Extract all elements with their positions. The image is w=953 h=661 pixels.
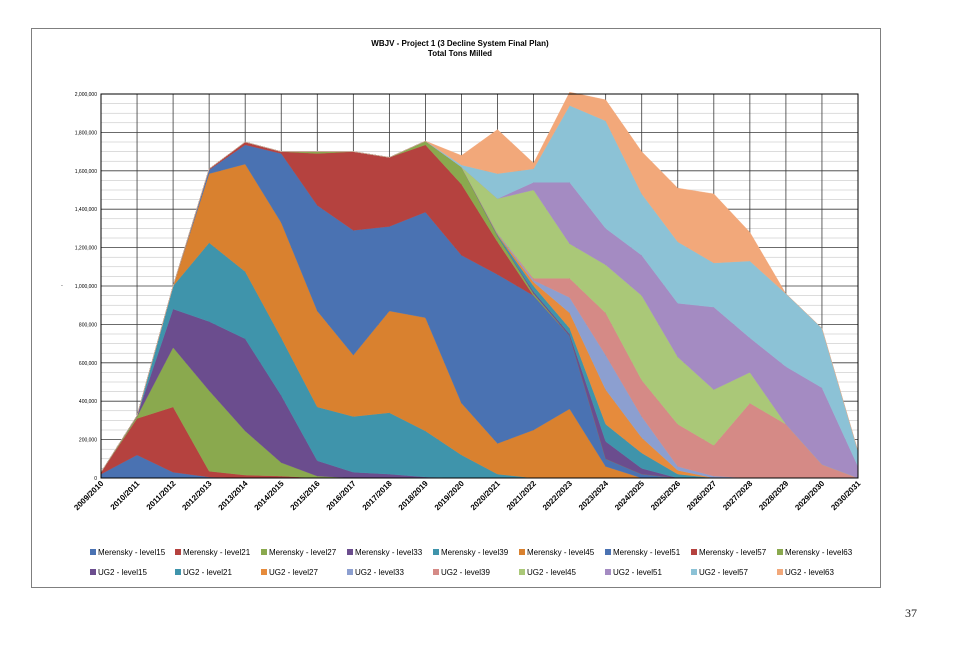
chart-svg: WBJV - Project 1 (3 Decline System Final… — [61, 39, 863, 577]
y-tick-label: 1,200,000 — [75, 246, 97, 252]
legend-label: UG2 - level45 — [527, 568, 576, 577]
x-tick-label: 2026/2027 — [685, 479, 718, 512]
chart-subtitle: Total Tons Milled — [428, 49, 492, 58]
legend-swatch — [90, 549, 96, 555]
legend-label: UG2 - level57 — [699, 568, 748, 577]
y-tick-label: 2,000,000 — [75, 92, 97, 98]
x-tick-label: 2011/2012 — [145, 479, 178, 512]
legend-item: Merensky - level33 — [347, 548, 423, 557]
legend-label: Merensky - level51 — [613, 548, 681, 557]
legend-swatch — [433, 569, 439, 575]
legend-label: UG2 - level63 — [785, 568, 834, 577]
legend-swatch — [175, 549, 181, 555]
x-tick-label: 2009/2010 — [72, 479, 105, 512]
legend-item: UG2 - level39 — [433, 568, 490, 577]
legend-item: UG2 - level51 — [605, 568, 662, 577]
legend-label: UG2 - level27 — [269, 568, 318, 577]
x-tick-label: 2012/2013 — [180, 479, 213, 512]
x-tick-label: 2017/2018 — [361, 479, 394, 512]
x-tick-label: 2015/2016 — [289, 479, 322, 512]
y-tick-label: 0 — [94, 476, 97, 482]
x-tick-label: 2016/2017 — [325, 479, 358, 512]
legend-swatch — [347, 569, 353, 575]
y-axis-label: - — [61, 283, 63, 289]
legend-swatch — [90, 569, 96, 575]
legend-item: Merensky - level51 — [605, 548, 681, 557]
legend-item: UG2 - level45 — [519, 568, 576, 577]
y-tick-label: 1,000,000 — [75, 284, 97, 290]
legend-label: Merensky - level63 — [785, 548, 853, 557]
legend-item: Merensky - level15 — [90, 548, 166, 557]
legend-swatch — [347, 549, 353, 555]
page-number: 37 — [905, 606, 917, 620]
legend-label: Merensky - level27 — [269, 548, 337, 557]
legend-label: Merensky - level33 — [355, 548, 423, 557]
legend-label: UG2 - level51 — [613, 568, 662, 577]
x-tick-label: 2027/2028 — [721, 479, 754, 512]
legend-swatch — [175, 569, 181, 575]
y-tick-label: 1,800,000 — [75, 130, 97, 136]
y-tick-label: 800,000 — [79, 322, 97, 328]
legend-item: UG2 - level63 — [777, 568, 834, 577]
x-tick-label: 2018/2019 — [397, 479, 430, 512]
legend-label: Merensky - level57 — [699, 548, 767, 557]
legend-swatch — [519, 569, 525, 575]
x-tick-label: 2022/2023 — [541, 479, 574, 512]
x-tick-label: 2025/2026 — [649, 479, 682, 512]
x-tick-label: 2010/2011 — [109, 479, 142, 512]
legend-label: UG2 - level39 — [441, 568, 490, 577]
chart-title: WBJV - Project 1 (3 Decline System Final… — [371, 39, 549, 48]
plot-border — [100, 93, 859, 479]
y-tick-label: 600,000 — [79, 361, 97, 367]
x-tick-label: 2029/2030 — [793, 479, 826, 512]
x-tick-label: 2019/2020 — [433, 479, 466, 512]
legend-swatch — [777, 549, 783, 555]
legend-item: UG2 - level21 — [175, 568, 232, 577]
x-tick-label: 2021/2022 — [505, 479, 538, 512]
legend-swatch — [691, 549, 697, 555]
legend-item: Merensky - level63 — [777, 548, 853, 557]
chart-frame: WBJV - Project 1 (3 Decline System Final… — [31, 28, 881, 588]
legend-label: UG2 - level33 — [355, 568, 404, 577]
x-tick-label: 2020/2021 — [469, 479, 502, 512]
y-tick-label: 400,000 — [79, 399, 97, 405]
y-tick-label: 200,000 — [79, 438, 97, 444]
legend-swatch — [691, 569, 697, 575]
legend-item: Merensky - level21 — [175, 548, 251, 557]
x-tick-label: 2028/2029 — [757, 479, 790, 512]
x-tick-label: 2030/2031 — [829, 479, 862, 512]
legend-item: Merensky - level39 — [433, 548, 509, 557]
legend-swatch — [433, 549, 439, 555]
legend-item: UG2 - level33 — [347, 568, 404, 577]
legend-swatch — [261, 549, 267, 555]
legend-swatch — [519, 549, 525, 555]
legend-label: Merensky - level45 — [527, 548, 595, 557]
legend-swatch — [261, 569, 267, 575]
x-tick-label: 2024/2025 — [613, 479, 646, 512]
legend-item: Merensky - level27 — [261, 548, 337, 557]
x-tick-label: 2013/2014 — [216, 479, 249, 512]
legend-item: UG2 - level27 — [261, 568, 318, 577]
legend-label: UG2 - level15 — [98, 568, 147, 577]
legend-label: UG2 - level21 — [183, 568, 232, 577]
legend-item: Merensky - level57 — [691, 548, 767, 557]
legend-label: Merensky - level15 — [98, 548, 166, 557]
legend-item: UG2 - level57 — [691, 568, 748, 577]
legend-label: Merensky - level21 — [183, 548, 251, 557]
area-layer — [100, 91, 859, 479]
x-tick-label: 2023/2024 — [577, 479, 610, 512]
legend-swatch — [605, 569, 611, 575]
legend-label: Merensky - level39 — [441, 548, 509, 557]
y-tick-label: 1,600,000 — [75, 169, 97, 175]
legend-swatch — [605, 549, 611, 555]
x-tick-label: 2014/2015 — [253, 479, 286, 512]
legend: Merensky - level15 Merensky - level21 Mere… — [90, 548, 853, 577]
legend-item: Merensky - level45 — [519, 548, 595, 557]
legend-item: UG2 - level15 — [90, 568, 147, 577]
y-tick-label: 1,400,000 — [75, 207, 97, 213]
legend-swatch — [777, 569, 783, 575]
